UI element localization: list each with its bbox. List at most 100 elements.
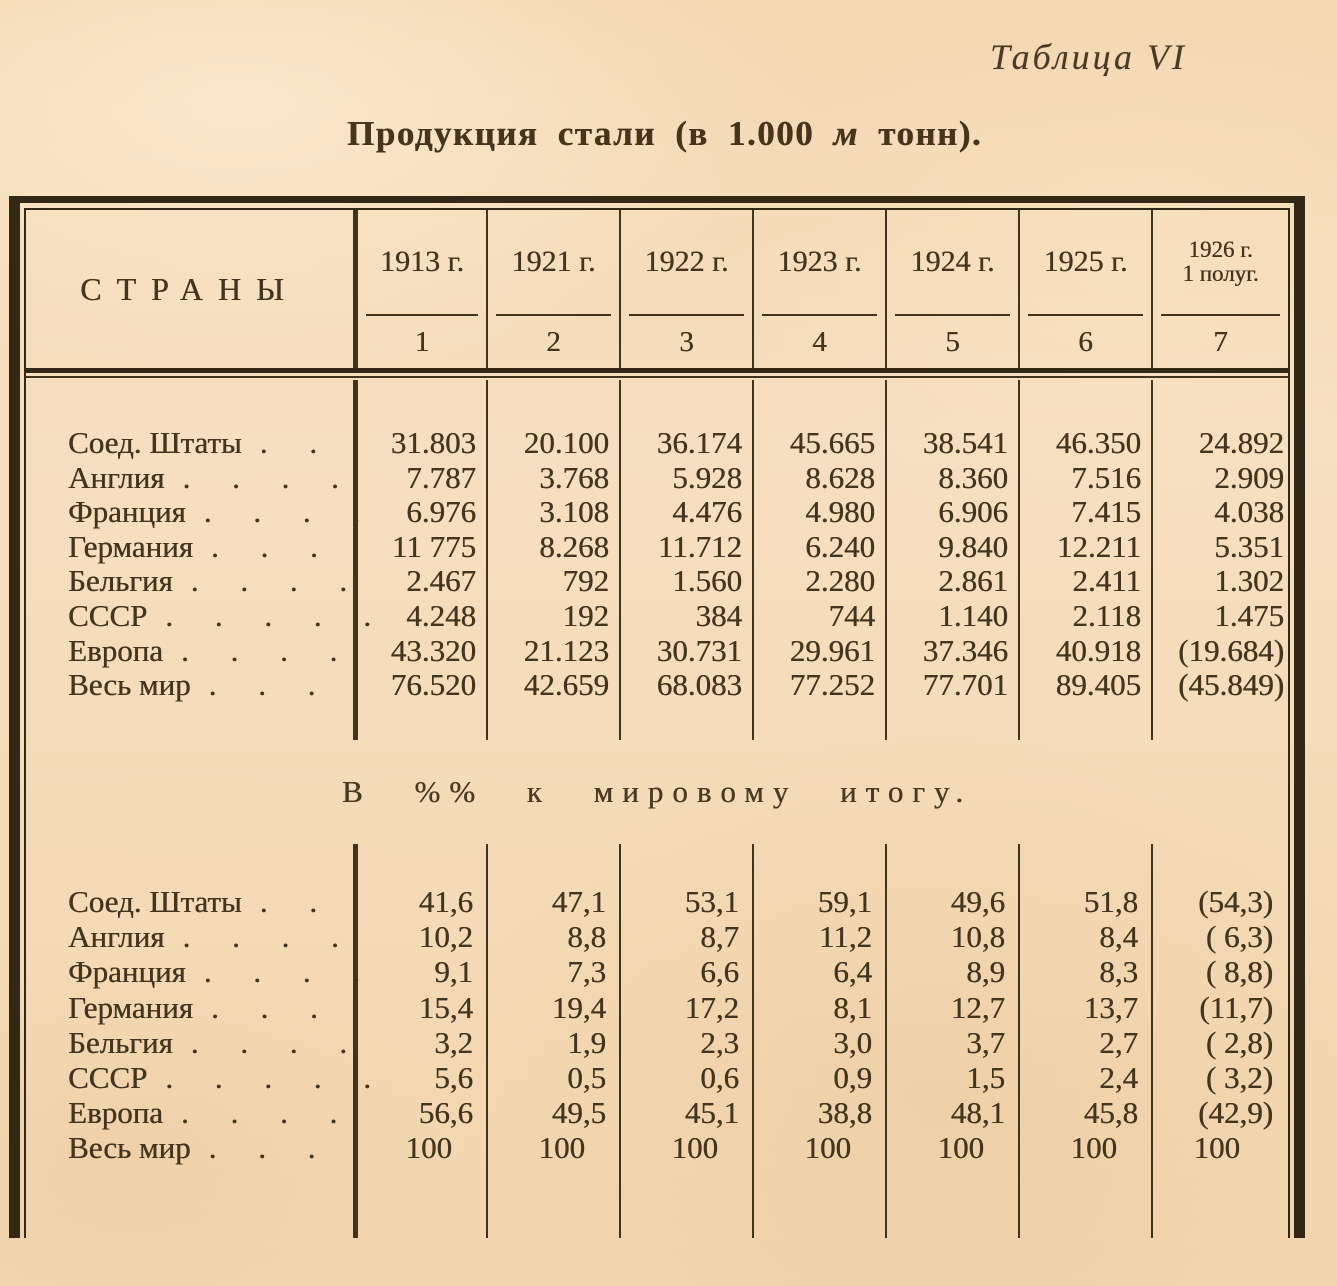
year-label-text: 1925 г.: [1043, 245, 1128, 279]
year-label-text: 1923 г.: [777, 245, 862, 279]
year-label-text: 1922 г.: [644, 245, 729, 279]
year-header-cell: 1922 г. 3: [619, 210, 752, 368]
year-label: 1925 г.: [1020, 210, 1151, 314]
title-text-post: тонн).: [858, 114, 983, 153]
value-cell: 45.665: [789, 425, 875, 460]
value-cell: 100: [1070, 1130, 1118, 1166]
value-cell: 3.768: [539, 459, 609, 495]
value-cell: 7,3: [567, 954, 606, 990]
value-cell: 10,2: [418, 919, 473, 955]
value-cell: 42.659: [523, 667, 609, 703]
value-cell: 12,7: [950, 989, 1005, 1025]
country-name: Франция: [68, 954, 186, 990]
value-cell: 4.038: [1214, 494, 1284, 530]
value-cell: 45,8: [1083, 1095, 1138, 1131]
year-label: 1913 г.: [358, 210, 486, 314]
value-cell: 8,1: [833, 989, 872, 1025]
value-cell: 11.712: [657, 528, 742, 564]
column-number-rule: [496, 314, 611, 316]
value-cell: 19,4: [551, 989, 606, 1025]
value-cell: 1,9: [567, 1024, 606, 1060]
value-cell: 77.701: [922, 667, 1008, 703]
column-number-rule: [762, 314, 877, 316]
value-cell: 76.520: [390, 667, 476, 703]
year-header-cell: 1921 г. 2: [486, 210, 619, 368]
column-number: 3: [679, 325, 694, 358]
year-label-text: 1921 г.: [511, 245, 596, 279]
value-cell: 3,0: [833, 1024, 872, 1060]
value-column: 38.541 8.360 6.906 9.840 2.861 1.140 37.346 77.…: [885, 380, 1018, 740]
value-column: 31.803 7.787 6.976 11 775 2.467 4.248 43.320 76…: [353, 380, 486, 740]
year-header-group: 1913 г. 1 1921 г. 2 1922 г. 3 1923 г. 4 1924 г. 5…: [353, 210, 1288, 368]
value-cell: 192: [562, 597, 610, 633]
year-header-cell: 1923 г. 4: [752, 210, 885, 368]
value-cell: 10,8: [950, 919, 1005, 955]
column-number: 2: [546, 325, 561, 358]
value-cell: (54,3): [1198, 884, 1273, 919]
value-cell: 1.140: [938, 597, 1008, 633]
value-cell: 38.541: [922, 425, 1008, 460]
column-number-rule: [895, 314, 1010, 316]
value-cell: 1.475: [1214, 597, 1284, 633]
year-label-text: 1913 г.: [380, 245, 464, 279]
value-cell: 3,7: [966, 1024, 1005, 1060]
country-name: Европа: [68, 632, 163, 668]
value-cell: 31.803: [390, 425, 476, 460]
column-number: 6: [1078, 325, 1093, 358]
dot-leader: . .: [259, 425, 319, 460]
value-cell: (45.849): [1178, 667, 1284, 703]
value-column: 49,6 10,8 8,9 12,7 3,7 1,5 48,1 100: [885, 844, 1018, 1238]
country-row-label: Европа . . . .: [26, 632, 353, 669]
country-name: СССР: [68, 1060, 148, 1096]
value-cell: 7.516: [1071, 459, 1141, 495]
value-cell: ( 6,3): [1205, 919, 1273, 955]
value-cell: 8.628: [805, 459, 875, 495]
dot-leader: . . . . .: [165, 597, 374, 633]
country-row-label: СССР . . . . .: [26, 598, 371, 634]
value-column: 53,1 8,7 6,6 17,2 2,3 0,6 45,1 100: [619, 844, 752, 1238]
column-number: 7: [1213, 325, 1228, 358]
value-cell: 56,6: [418, 1095, 473, 1131]
dot-leader: . . . .: [180, 632, 340, 668]
value-cell: 2,7: [1099, 1024, 1138, 1060]
value-cell: 89.405: [1055, 667, 1141, 703]
country-row-label: Англия . . . .: [26, 919, 353, 954]
value-cell: 6.976: [406, 494, 476, 530]
value-cell: 8.360: [938, 459, 1008, 495]
value-cell: 2.411: [1072, 563, 1141, 599]
year-header-cell: 1925 г. 6: [1018, 210, 1151, 368]
value-cell: 9.840: [938, 528, 1008, 564]
dot-leader: . . . .: [182, 919, 341, 955]
dot-leader: . . .: [210, 989, 320, 1025]
value-cell: 5,6: [434, 1060, 473, 1096]
value-cell: 6,4: [833, 954, 872, 990]
value-cell: (11,7): [1199, 989, 1273, 1025]
dot-leader: . . . .: [190, 563, 349, 599]
country-name: Весь мир: [68, 1130, 191, 1166]
value-cell: 2,3: [700, 1024, 739, 1060]
country-name: Весь мир: [68, 667, 191, 703]
dot-leader: . . . .: [203, 954, 363, 990]
country-row-label: Соед. Штаты . .: [26, 884, 353, 919]
value-cell: 48,1: [950, 1095, 1005, 1131]
value-cell: 17,2: [684, 989, 739, 1025]
table-frame-inner: СТРАНЫ 1913 г. 1 1921 г. 2 1922 г. 3 1923 г. 4 1…: [24, 208, 1290, 1238]
column-number: 1: [414, 325, 430, 358]
value-cell: 38,8: [817, 1095, 872, 1131]
value-cell: 45,1: [684, 1095, 739, 1131]
table-frame: СТРАНЫ 1913 г. 1 1921 г. 2 1922 г. 3 1923 г. 4 1…: [9, 196, 1305, 1238]
column-number: 5: [945, 325, 960, 358]
value-cell: 100: [804, 1130, 852, 1166]
year-header-cell: 1926 г. 1 полуг. 7: [1151, 210, 1288, 368]
country-row-label: СССР . . . . .: [26, 1060, 371, 1096]
value-cell: 11 775: [391, 528, 476, 564]
value-cell: 30.731: [656, 632, 742, 668]
value-cell: 8,7: [700, 919, 739, 955]
value-column: 36.174 5.928 4.476 11.712 1.560 384 30.731 68.0…: [619, 380, 752, 740]
country-row-label: Англия . . . .: [26, 460, 353, 496]
value-cell: 2.118: [1072, 597, 1141, 633]
value-cell: 77.252: [789, 667, 875, 703]
column-number: 4: [812, 325, 827, 358]
country-row-label: Весь мир . . .: [26, 1130, 353, 1165]
dot-leader: . .: [259, 884, 319, 919]
